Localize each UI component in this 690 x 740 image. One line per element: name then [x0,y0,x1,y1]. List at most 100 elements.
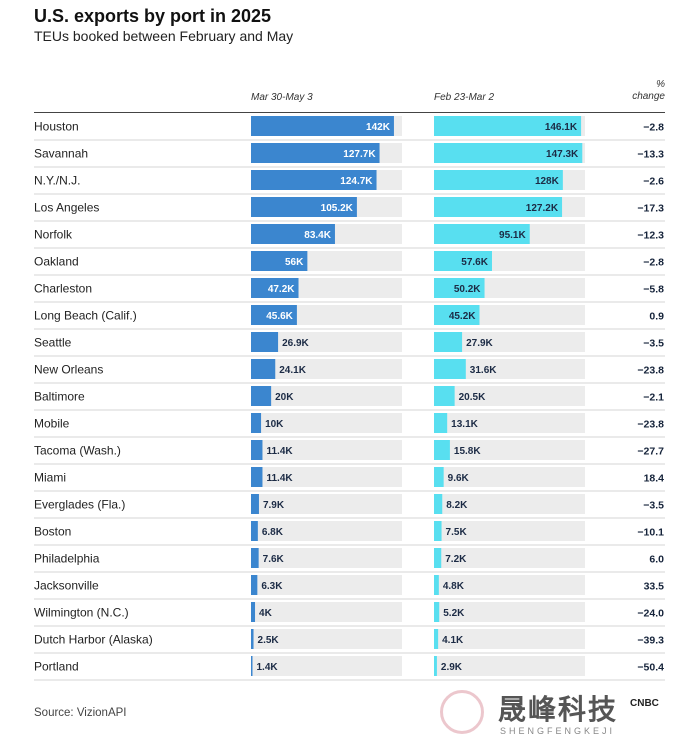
bar-track [251,359,402,379]
pct-change-label: −17.3 [637,203,664,215]
bar-period-b [434,359,466,379]
port-label: Mobile [34,417,70,431]
pct-change-label: −2.6 [643,176,664,188]
data-label-period-b: 146.1K [545,122,578,133]
bar-period-b [434,629,439,649]
bar-chart: Houston 142K 146.1K −2.8 Savannah 127.7K 147.3… [34,116,665,681]
data-label-period-a: 20K [275,392,294,403]
bar-period-b [434,413,448,433]
chart-subtitle: TEUs booked between February and May [34,28,294,44]
pct-change-label: −24.0 [637,608,664,620]
bar-period-b [434,116,582,136]
bar-period-a [251,251,308,271]
port-label: Jacksonville [34,579,99,593]
data-label-period-b: 4.8K [443,581,465,592]
data-label-period-b: 31.6K [470,365,497,376]
bar-track [251,521,402,541]
data-label-period-a: 4K [259,608,273,619]
pct-change-label: −23.8 [637,419,664,431]
port-label: Tacoma (Wash.) [34,444,121,458]
column-header-change-line2: change [632,91,665,102]
pct-change-label: 6.0 [649,554,664,566]
bar-period-b [434,602,440,622]
bar-track [251,494,402,514]
bar-period-a [251,629,254,649]
bar-period-b [434,548,442,568]
bar-period-b [434,494,443,514]
data-label-period-a: 124.7K [340,176,373,187]
data-label-period-b: 57.6K [461,257,488,268]
data-label-period-b: 127.2K [526,203,559,214]
port-label: Everglades (Fla.) [34,498,125,512]
bar-track [434,629,585,649]
data-label-period-a: 26.9K [282,338,309,349]
bar-track [251,548,402,568]
bar-track [434,494,585,514]
bar-period-a [251,224,335,244]
bar-period-a [251,359,276,379]
bar-track [434,332,585,352]
bar-period-b [434,305,480,325]
pct-change-label: −12.3 [637,230,664,242]
bar-track [434,440,585,460]
port-label: Baltimore [34,390,85,404]
data-label-period-b: 13.1K [451,419,478,430]
bar-period-b [434,386,455,406]
header-divider [34,112,665,113]
bar-period-b [434,170,563,190]
bar-track [434,548,585,568]
bar-period-b [434,197,563,217]
pct-change-label: 18.4 [644,473,665,485]
data-label-period-b: 7.5K [446,527,468,538]
bar-period-a [251,386,272,406]
pct-change-label: −27.7 [637,446,664,458]
bar-track [434,602,585,622]
data-label-period-b: 128K [535,176,560,187]
column-header-period-a: Mar 30-May 3 [251,92,313,103]
data-label-period-a: 11.4K [266,473,293,484]
bar-track [251,602,402,622]
bar-period-a [251,602,256,622]
port-label: Charleston [34,282,92,296]
bar-track [434,467,585,487]
data-label-period-a: 1.4K [257,662,279,673]
pct-change-label: −2.8 [643,122,664,134]
port-label: Seattle [34,336,72,350]
data-label-period-a: 56K [285,257,304,268]
data-label-period-a: 83.4K [304,230,331,241]
bar-period-a [251,170,377,190]
pct-change-label: −13.3 [637,149,664,161]
column-header-change-line1: % [656,79,665,90]
cnbc-logo: CNBC [630,698,659,709]
bar-period-a [251,548,259,568]
bar-period-b [434,575,439,595]
pct-change-label: −10.1 [637,527,664,539]
pct-change-label: −2.8 [643,257,664,269]
bar-period-a [251,413,262,433]
data-label-period-b: 5.2K [443,608,465,619]
bar-period-a [251,116,394,136]
data-label-period-b: 9.6K [448,473,470,484]
bar-track [251,467,402,487]
port-label: Boston [34,525,71,539]
bar-period-b [434,467,444,487]
bar-track [251,575,402,595]
bar-track [434,521,585,541]
pct-change-label: −39.3 [637,635,664,647]
data-label-period-b: 8.2K [446,500,468,511]
port-label: Los Angeles [34,201,99,215]
data-label-period-a: 7.9K [263,500,285,511]
pct-change-label: −50.4 [637,662,664,674]
port-label: New Orleans [34,363,103,377]
bar-period-b [434,251,492,271]
bar-track [251,386,402,406]
data-label-period-b: 50.2K [454,284,481,295]
pct-change-label: −2.1 [643,392,664,404]
bar-period-a [251,305,297,325]
port-label: N.Y./N.J. [34,174,80,188]
chart-title: U.S. exports by port in 2025 [34,6,272,26]
bar-period-b [434,521,442,541]
bar-period-b [434,278,485,298]
source-note: Source: VizionAPI [34,707,127,719]
bar-period-a [251,440,263,460]
